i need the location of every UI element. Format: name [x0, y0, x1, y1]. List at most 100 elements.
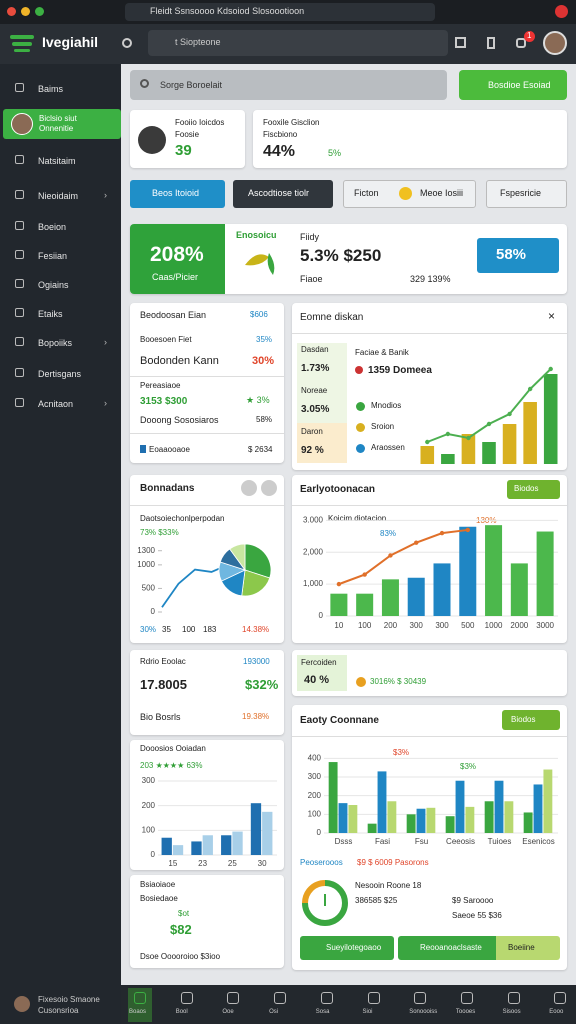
line: [338, 528, 468, 586]
tab-label: Ooe: [222, 1009, 234, 1015]
browser-icon[interactable]: [555, 5, 568, 18]
nav-label: Boeion: [38, 222, 67, 232]
nav-caret: ›: [104, 190, 107, 200]
x-tick-label: Fsu: [415, 837, 428, 846]
bar: [455, 780, 465, 833]
rate-foot: Bio Bosrls: [140, 712, 181, 722]
bar: [262, 811, 273, 855]
pie-slice: [244, 543, 272, 579]
bar: [202, 835, 213, 855]
bar: [356, 593, 374, 616]
bar: [172, 845, 184, 855]
row-label: Bodonden Kann: [140, 355, 219, 367]
trend-head: Faciae & Banik: [355, 348, 409, 357]
gauge: [302, 880, 348, 926]
home-icon[interactable]: [455, 37, 466, 48]
icon-button[interactable]: [261, 480, 277, 496]
nav-label: Ogiains: [38, 280, 69, 290]
window-dot[interactable]: [21, 7, 30, 16]
trend-sub: 1359 Domeea: [368, 365, 432, 376]
x-tick-label: 10: [334, 621, 343, 630]
button[interactable]: [233, 180, 333, 208]
bar: [504, 801, 514, 833]
browser-tab[interactable]: [125, 3, 435, 21]
line-point: [466, 435, 471, 441]
mini-title: Fercoiden: [301, 658, 337, 667]
x-tick-label: 30: [258, 859, 267, 868]
nav-label: Acnitaon: [38, 399, 74, 409]
y-tick-label: 1000: [137, 560, 155, 569]
x-tick-label: 300: [435, 621, 449, 630]
row-label: 3153 $300: [140, 396, 188, 407]
logo: [12, 42, 32, 46]
address-bar[interactable]: [148, 30, 448, 56]
stat-value: 44%: [263, 143, 296, 160]
kpi-sub: Fiaoe: [300, 274, 323, 284]
stat-title: Fooxile Gisclion: [263, 118, 320, 127]
nav-label: Baims: [38, 84, 64, 94]
dropdown[interactable]: [502, 710, 560, 730]
profile-value: 39: [175, 142, 192, 159]
pie-slice: [241, 569, 271, 597]
tab[interactable]: [128, 988, 152, 1022]
y-tick-label: 100: [308, 809, 322, 818]
section-title: Pereasiaoe: [140, 381, 181, 390]
bell-icon[interactable]: [516, 38, 526, 48]
footer-value: 183: [203, 625, 217, 634]
side-value: 3.05%: [301, 404, 330, 415]
bar: [381, 579, 399, 616]
bar: [348, 805, 358, 833]
bar: [387, 801, 397, 833]
panel-tag: $606: [250, 310, 268, 319]
button[interactable]: [130, 180, 225, 208]
chart-subtitle: Daotsoiechonlperpodan: [140, 514, 225, 523]
footer-avatar: [14, 996, 30, 1012]
search-bar[interactable]: [130, 70, 447, 100]
sidebar: [0, 64, 121, 1024]
button[interactable]: [398, 936, 496, 960]
avatar[interactable]: [543, 31, 567, 55]
close-icon[interactable]: ×: [548, 309, 556, 323]
icon: [140, 445, 146, 453]
bar: [221, 835, 232, 855]
button[interactable]: [486, 180, 567, 208]
button[interactable]: [496, 936, 560, 960]
bar: [465, 806, 475, 833]
button-label: Meoe Iosiii: [420, 188, 464, 198]
dropdown[interactable]: [507, 480, 560, 499]
line-point: [388, 553, 393, 558]
nav-label: Bopoiiks: [38, 338, 73, 348]
dot: [356, 677, 366, 687]
brand: Ivegiahil: [42, 34, 99, 50]
tab-icon: [274, 992, 287, 1004]
legend-note: $9 $ 6009 Pasorons: [357, 858, 429, 867]
button-icon: [399, 187, 412, 200]
window-dot[interactable]: [7, 7, 16, 16]
bar: [533, 784, 543, 833]
search-icon[interactable]: [122, 38, 132, 48]
profile-role: Foosie: [175, 130, 200, 139]
bar: [406, 814, 416, 833]
summary-foot: Dsoe Ooooroioo $3ioo: [140, 952, 221, 961]
legend-title: Peoserooos: [300, 858, 343, 867]
mini-box: [297, 655, 347, 691]
bar: [161, 837, 172, 855]
stat: $9 Saroooo: [452, 896, 494, 905]
button[interactable]: [300, 936, 394, 960]
kpi-big-label: Caas/Picier: [152, 272, 199, 282]
bar: [494, 780, 504, 833]
doc-icon[interactable]: [487, 37, 495, 49]
row-value: 35%: [256, 335, 273, 344]
bar: [191, 841, 202, 855]
dropdown-label: Biodos: [514, 484, 539, 493]
search-button[interactable]: [459, 70, 567, 100]
panel-title: Dooosios Ooiadan: [140, 744, 206, 753]
annotation: $3%: [460, 762, 477, 771]
window-dot[interactable]: [35, 7, 44, 16]
kpi-badge: [477, 238, 559, 273]
compare-panel: [292, 705, 567, 970]
panel-title: Rdrio Eoolac: [140, 657, 186, 666]
icon-button[interactable]: [241, 480, 257, 496]
x-tick-label: Dsss: [335, 837, 353, 846]
